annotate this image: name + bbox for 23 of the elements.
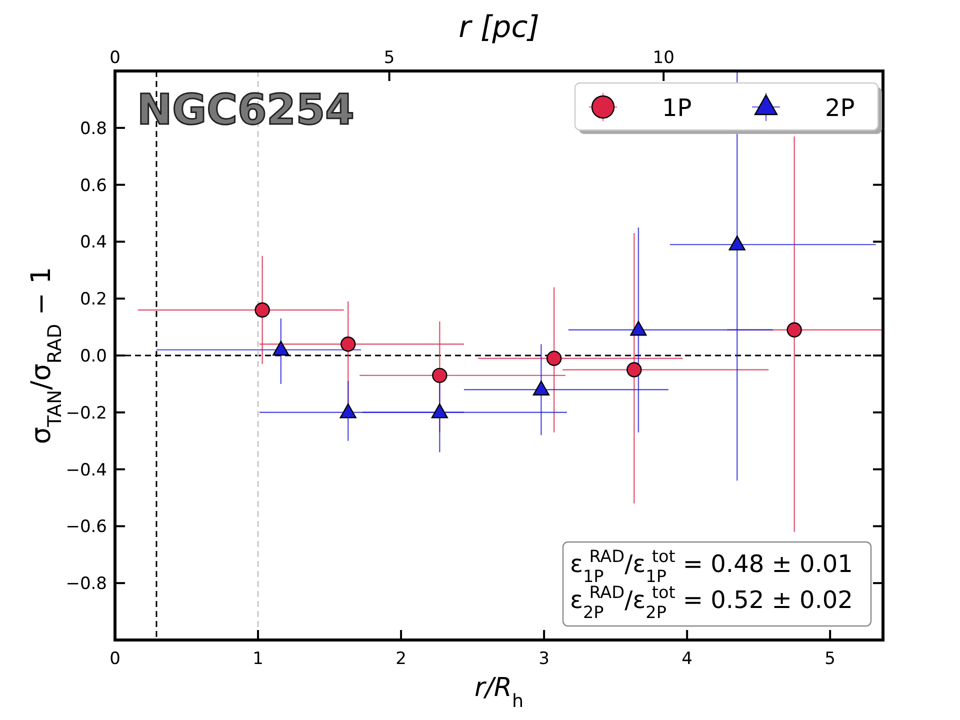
y-tick-label: −0.4 bbox=[66, 460, 107, 480]
x2-axis-title: r [pc] bbox=[458, 10, 540, 45]
legend-label: 2P bbox=[825, 94, 855, 122]
x-axis-title: r/R$_{h}$ bbox=[474, 673, 524, 712]
y-tick-label: 0.0 bbox=[80, 346, 107, 366]
annotation: NGC6254 bbox=[137, 85, 354, 134]
x-tick-label: 3 bbox=[538, 649, 550, 669]
y-tick-label: 0.8 bbox=[80, 118, 107, 139]
y-tick-label: 0.6 bbox=[80, 176, 107, 196]
x2-tick-label: 0 bbox=[110, 48, 120, 68]
y-tick-label: −0.8 bbox=[66, 574, 107, 594]
x2-tick-label: 5 bbox=[384, 48, 395, 68]
x-tick-label: 0 bbox=[110, 649, 120, 669]
x-tick-label: 1 bbox=[252, 649, 264, 669]
y-tick-label: −0.2 bbox=[66, 403, 107, 424]
x-tick-label: 2 bbox=[396, 649, 406, 669]
y-tick-label: −0.6 bbox=[66, 517, 107, 538]
legend-label: 1P bbox=[662, 94, 692, 122]
x-tick-label: 5 bbox=[824, 649, 836, 669]
x-tick-label: 4 bbox=[682, 649, 692, 669]
y-tick-label: 0.4 bbox=[80, 232, 107, 253]
x2-tick-label: 10 bbox=[652, 48, 674, 68]
y-tick-label: 0.2 bbox=[80, 290, 107, 310]
